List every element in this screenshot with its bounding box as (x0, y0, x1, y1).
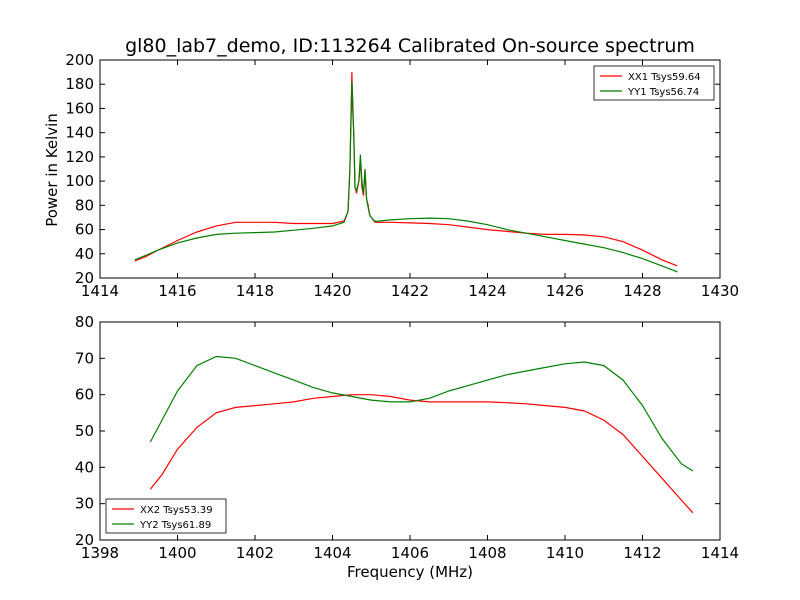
upper-legend-label-1: XX1 Tsys59.64 (628, 72, 701, 83)
upper-x-tick-label: 1426 (546, 282, 584, 300)
lower-x-tick-label: 1402 (236, 544, 274, 562)
lower-y-tick-label: 50 (75, 422, 94, 440)
lower-y-tick-label: 30 (75, 495, 94, 513)
lower-legend-box (105, 498, 227, 534)
lower-x-tick-label: 1406 (391, 544, 429, 562)
lower-legend: XX2 Tsys53.39 YY2 Tsys61.89 (105, 498, 227, 534)
upper-x-tick-label: 1428 (623, 282, 661, 300)
lower-y-tick-label: 40 (75, 458, 94, 476)
upper-legend: XX1 Tsys59.64 YY1 Tsys56.74 (593, 65, 715, 101)
upper-x-tick-label: 1422 (391, 282, 429, 300)
upper-y-tick-label: 200 (65, 51, 94, 69)
lower-x-tick-label: 1400 (158, 544, 196, 562)
upper-x-tick-label: 1416 (158, 282, 196, 300)
upper-x-tick-label: 1430 (701, 282, 739, 300)
lower-x-axis-label: Frequency (MHz) (347, 563, 473, 581)
upper-y-axis-label: Power in Kelvin (43, 113, 61, 227)
upper-x-tick-label: 1420 (313, 282, 351, 300)
upper-x-tick-label: 1424 (468, 282, 506, 300)
lower-y-tick-label: 70 (75, 349, 94, 367)
lower-x-tick-label: 1414 (701, 544, 739, 562)
upper-y-tick-label: 180 (65, 75, 94, 93)
lower-y-tick-label: 80 (75, 313, 94, 331)
upper-x-tick-label: 1418 (236, 282, 274, 300)
upper-y-tick-label: 140 (65, 124, 94, 142)
lower-legend-label-1: XX2 Tsys53.39 (140, 505, 213, 516)
lower-series-line-2 (149, 355, 694, 472)
upper-y-tick-label: 160 (65, 99, 94, 117)
lower-x-tick-label: 1408 (468, 544, 506, 562)
lower-series-line-1 (149, 394, 694, 514)
upper-y-tick-label: 80 (75, 196, 94, 214)
upper-plot-panel: 1414 1416 1418 1420 1422 1424 1426 1428 1430 20 40… (65, 51, 739, 300)
upper-y-tick-label: 40 (75, 245, 94, 263)
lower-x-tick-label: 1412 (623, 544, 661, 562)
lower-x-tick-label: 1398 (81, 544, 119, 562)
lower-legend-label-2: YY2 Tsys61.89 (139, 520, 211, 531)
upper-x-tick-label: 1414 (81, 282, 119, 300)
upper-y-tick-label: 120 (65, 148, 94, 166)
upper-y-tick-label: 60 (75, 221, 94, 239)
lower-y-tick-label: 60 (75, 386, 94, 404)
lower-x-tick-label: 1410 (546, 544, 584, 562)
upper-y-tick-label: 20 (75, 269, 94, 287)
lower-x-tick-label: 1404 (313, 544, 351, 562)
lower-y-tick-label: 20 (75, 531, 94, 549)
upper-legend-box (593, 65, 715, 101)
figure-title: gl80_lab7_demo, ID:113264 Calibrated On-… (125, 35, 695, 57)
upper-legend-label-2: YY1 Tsys56.74 (627, 87, 699, 98)
upper-y-tick-label: 100 (65, 172, 94, 190)
upper-series-line-2 (134, 81, 678, 273)
lower-plot-panel: 1398 1400 1402 1404 1406 1408 1410 1412 1414 20 30… (75, 313, 739, 562)
